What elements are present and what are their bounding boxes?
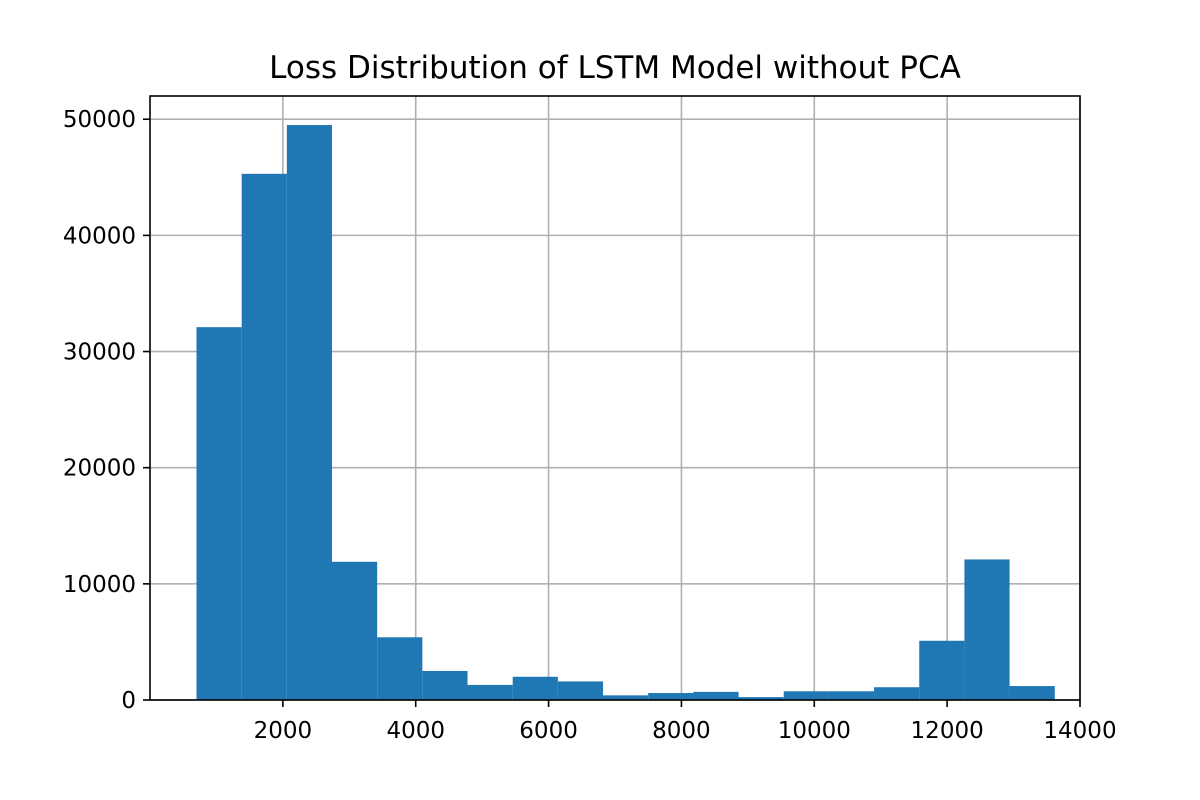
plot-frame	[149, 95, 1081, 701]
histogram-bar-15	[874, 687, 920, 700]
x-tick-label-3: 8000	[652, 718, 711, 744]
bars	[196, 125, 1055, 701]
histogram-bar-6	[467, 684, 513, 700]
histogram-bar-16	[919, 640, 965, 700]
histogram-bar-11	[693, 691, 739, 700]
y-tick-label-3: 30000	[63, 340, 136, 366]
y-tick-label-2: 20000	[63, 456, 136, 482]
histogram-bar-4	[377, 637, 423, 700]
x-tick-label-6: 14000	[1043, 718, 1116, 744]
y-tick-label-4: 40000	[63, 223, 136, 249]
histogram-bar-0	[196, 327, 242, 700]
y-axis: 0 10000 20000 30000 40000 50000	[63, 107, 150, 714]
x-tick-label-1: 4000	[386, 718, 445, 744]
histogram-bar-13	[783, 691, 829, 700]
y-tick-label-0: 0	[121, 688, 136, 714]
histogram-bar-17	[964, 559, 1010, 700]
x-axis: 2000 4000 6000 8000 10000 12000 14000	[254, 700, 1117, 744]
histogram-bar-9	[603, 695, 649, 700]
y-tick-label-1: 10000	[63, 572, 136, 598]
histogram-bar-5	[422, 670, 468, 700]
histogram-bar-8	[557, 681, 604, 700]
histogram-bar-2	[286, 125, 333, 701]
histogram-bar-12	[738, 697, 784, 700]
histogram-bar-7	[512, 676, 558, 700]
x-tick-label-2: 6000	[519, 718, 578, 744]
x-tick-label-0: 2000	[254, 718, 313, 744]
histogram-bar-10	[648, 693, 694, 700]
chart-title: Loss Distribution of LSTM Model without …	[269, 50, 961, 86]
x-tick-label-4: 10000	[778, 718, 851, 744]
histogram-bar-1	[241, 173, 287, 701]
histogram-bar-18	[1009, 686, 1055, 700]
x-tick-label-5: 12000	[911, 718, 984, 744]
y-tick-label-5: 50000	[63, 107, 136, 133]
histogram-bar-14	[828, 691, 875, 700]
histogram-bar-3	[332, 561, 378, 700]
